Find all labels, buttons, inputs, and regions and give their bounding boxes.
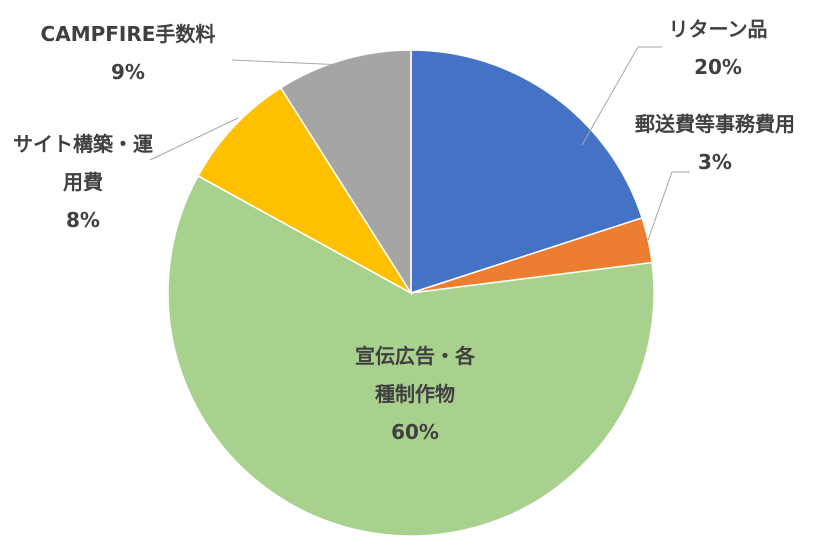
- pie-slice: [167, 174, 655, 537]
- slice-label: リターン品 20%: [648, 10, 788, 86]
- category-label: 宣伝広告・各種制作物: [355, 344, 475, 406]
- slice-label: 郵送費等事務費用 3%: [600, 105, 829, 181]
- leader-line: [647, 171, 690, 241]
- category-label: CAMPFIRE手数料: [40, 22, 216, 46]
- category-label: 郵送費等事務費用: [635, 112, 795, 136]
- slice-label: CAMPFIRE手数料 9%: [8, 15, 248, 91]
- leader-line: [581, 46, 662, 146]
- value-label: 8%: [66, 208, 100, 232]
- value-label: 20%: [694, 55, 742, 79]
- pie-slice: [410, 49, 644, 295]
- slice-label: サイト構築・運用費 8%: [12, 125, 154, 239]
- category-label: リターン品: [668, 17, 768, 41]
- pie-slice: [197, 86, 412, 294]
- slice-label: 宣伝広告・各種制作物 60%: [350, 337, 480, 451]
- category-label: サイト構築・運用費: [13, 132, 153, 194]
- leader-line: [231, 59, 346, 66]
- value-label: 3%: [698, 150, 732, 174]
- value-label: 60%: [391, 420, 439, 444]
- pie-slice: [279, 49, 412, 296]
- leader-line: [149, 117, 239, 161]
- value-label: 9%: [111, 60, 145, 84]
